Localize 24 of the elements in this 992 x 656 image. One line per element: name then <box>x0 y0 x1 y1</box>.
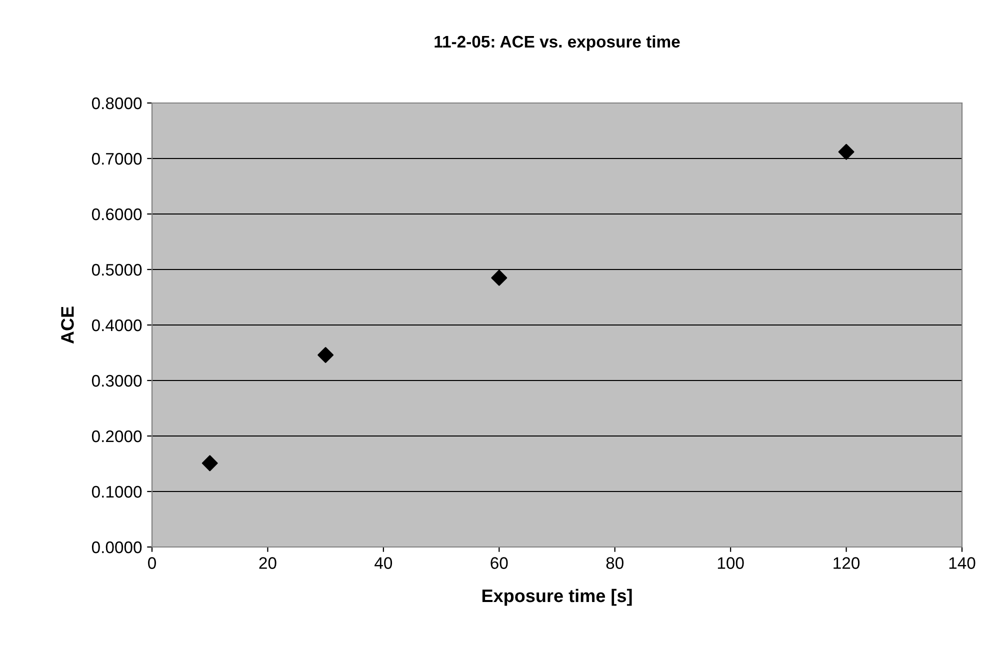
y-tick-label: 0.7000 <box>92 152 142 165</box>
x-tick-label: 120 <box>834 557 860 569</box>
y-tick-label: 0.1000 <box>92 486 142 498</box>
x-tick-label: 80 <box>606 557 624 569</box>
y-tick-label: 0.6000 <box>92 208 142 220</box>
x-axis-title: Exposure time [s] <box>482 588 632 606</box>
point <box>838 144 854 160</box>
y-tick-label: 0.8000 <box>92 97 142 110</box>
x-tick-label: 100 <box>718 557 744 569</box>
y-axis-title: ACE <box>61 306 74 344</box>
x-tick-label: 0 <box>148 557 156 569</box>
y-tick-label: 0.5000 <box>92 264 142 276</box>
y-tick-label: 0.3000 <box>92 374 142 387</box>
point <box>318 346 334 363</box>
point <box>202 455 218 472</box>
y-tick-label: 0.0000 <box>92 541 142 554</box>
y-tick-label: 0.2000 <box>92 430 142 442</box>
chart-title: 11-2-05: ACE vs. exposure time <box>434 35 680 51</box>
point <box>491 270 508 286</box>
x-tick-label: 60 <box>490 557 508 569</box>
y-tick-label: 0.4000 <box>92 319 142 332</box>
x-tick-label: 20 <box>259 557 276 569</box>
x-tick-label: 40 <box>374 557 392 569</box>
x-tick-label: 140 <box>949 557 976 569</box>
